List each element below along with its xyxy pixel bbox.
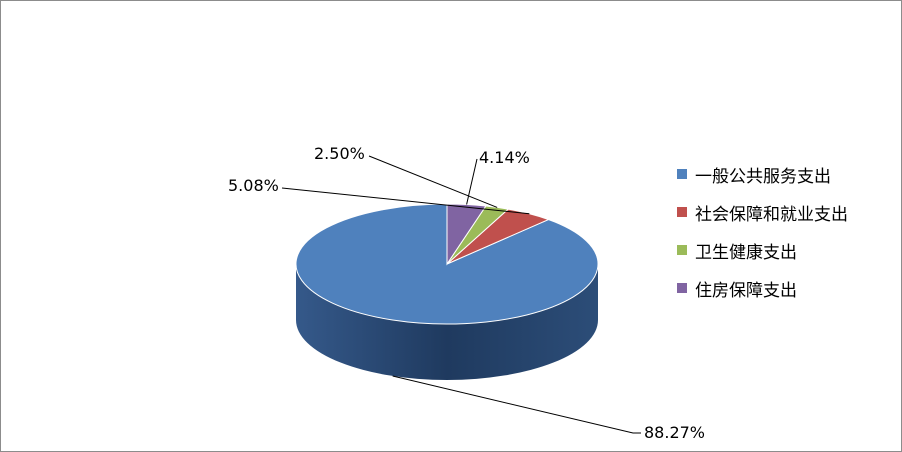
leader-lines: [281, 155, 641, 434]
leader-line-health: [368, 155, 498, 208]
pie-sides: [296, 264, 598, 380]
leader-line-general-public-services: [392, 375, 641, 434]
pie-labels: 88.27% 5.08% 2.50% 4.14%: [228, 144, 705, 442]
legend-swatch-general-public-services: [677, 169, 687, 179]
legend-label-social-security: 社会保障和就业支出: [695, 204, 848, 225]
legend-swatch-health: [677, 245, 687, 255]
data-label-social-security: 5.08%: [228, 176, 279, 195]
legend-label-general-public-services: 一般公共服务支出: [695, 166, 831, 187]
chart-legend: 一般公共服务支出 社会保障和就业支出 卫生健康支出 住房保障支出: [677, 155, 848, 307]
legend-swatch-social-security: [677, 207, 687, 217]
legend-item-health: 卫生健康支出: [677, 231, 848, 269]
legend-item-housing: 住房保障支出: [677, 269, 848, 307]
legend-item-general-public-services: 一般公共服务支出: [677, 155, 848, 193]
legend-label-housing: 住房保障支出: [695, 280, 797, 301]
leader-line-housing: [466, 158, 478, 205]
legend-swatch-housing: [677, 283, 687, 293]
pie-slice-housing: [446, 203, 487, 266]
pie-slices: [295, 203, 599, 325]
data-label-general-public-services: 88.27%: [644, 423, 705, 442]
data-label-housing: 4.14%: [479, 148, 530, 167]
pie-side-general-public-services: [296, 264, 598, 380]
legend-label-health: 卫生健康支出: [695, 242, 797, 263]
data-label-health: 2.50%: [314, 144, 365, 163]
leader-line-social-security: [281, 187, 530, 215]
legend-item-social-security: 社会保障和就业支出: [677, 193, 848, 231]
